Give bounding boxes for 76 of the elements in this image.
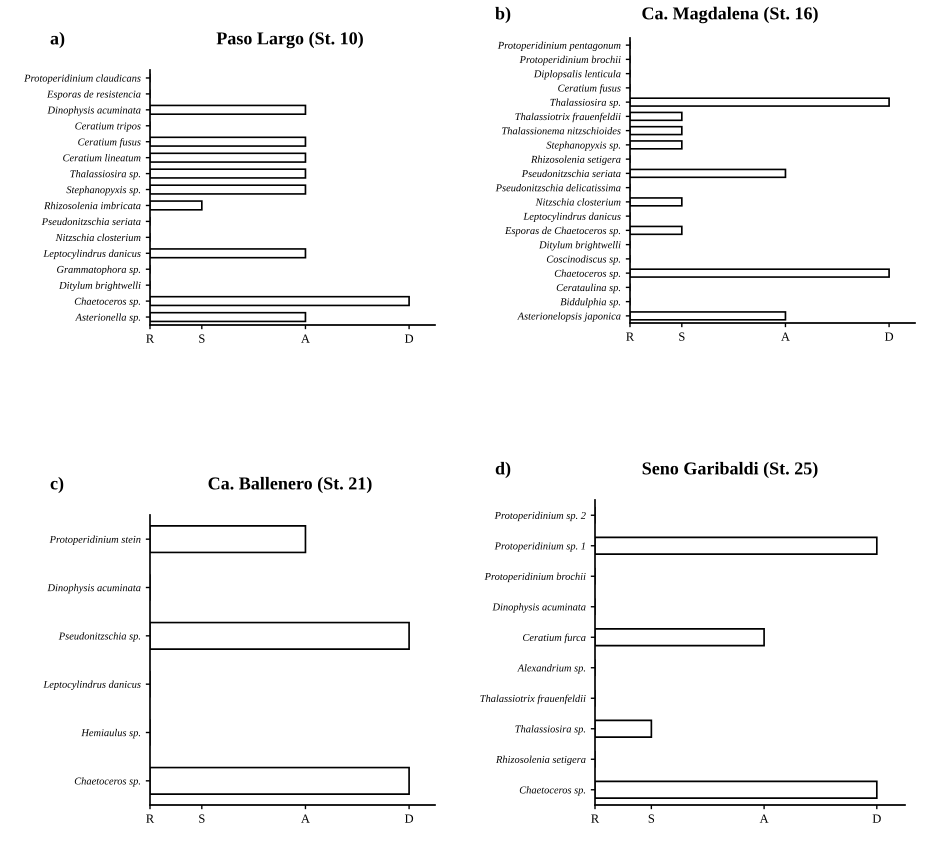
y-tick-label: Protoperidinium brochii xyxy=(484,572,586,582)
y-tick-label: Stephanopyxis sp. xyxy=(66,186,140,196)
y-tick-label: Rhizosolenia imbricata xyxy=(44,202,141,210)
annotation: S xyxy=(648,814,654,823)
y-tick-label: Ceratium furca xyxy=(522,634,586,644)
y-tick-label: Hemiaulus sp. xyxy=(81,728,140,738)
annotation: R xyxy=(591,814,600,823)
y-tick-label: Protoperidinium stein xyxy=(50,536,141,545)
y-tick-label: Protoperidinium brochii xyxy=(520,56,621,66)
text: b) xyxy=(495,6,510,24)
y-tick-label: Cerataulina sp. xyxy=(556,284,620,294)
y-tick-label: Ditylum brightwelli xyxy=(538,241,621,250)
annotation: D xyxy=(404,814,414,823)
annotation: A xyxy=(301,334,310,343)
y-tick-label: Chaetoceros sp. xyxy=(74,297,140,307)
chart-title: Paso Largo (St. 10) xyxy=(216,32,363,48)
y-tick-label: Nitzschia closterium xyxy=(536,198,621,206)
y-tick-label: Protoperidinium sp. 2 xyxy=(494,512,586,522)
y-tick-label: Ditylum brightwelli xyxy=(58,282,141,292)
y-tick-label: Protoperidinium sp. 1 xyxy=(494,542,585,552)
y-tick-label: Pseudonitzschia sp. xyxy=(58,632,140,642)
annotation: R xyxy=(626,332,634,341)
y-tick-label: Rhizosolenia setigera xyxy=(496,756,586,766)
y-tick-label: Thalassionema nitzschioides xyxy=(502,127,621,134)
y-tick-label: Biddulphia sp. xyxy=(560,298,620,308)
y-tick-label: Stephanopyxis sp. xyxy=(546,141,620,151)
chart-title: Ca. Ballenero (St. 21) xyxy=(208,476,372,494)
y-tick-label: Thalassiosira sp. xyxy=(515,725,586,735)
y-tick-label: Thalassiotrix frauenfeldii xyxy=(480,694,586,704)
y-tick-label: Chaetoceros sp. xyxy=(74,777,140,787)
y-tick-label: Grammatophora sp. xyxy=(57,266,140,276)
annotation: A xyxy=(781,332,790,341)
annotation: S xyxy=(199,334,205,343)
annotation: R xyxy=(146,814,154,823)
y-tick-label: Nitzschia closterium xyxy=(56,234,141,242)
y-tick-label: Protoperidinium pentagonum xyxy=(498,42,621,51)
y-tick-label: Coscinodiscus sp. xyxy=(546,255,620,265)
text: a) xyxy=(50,32,64,48)
y-tick-label: Leptocylindrus danicus xyxy=(43,250,141,260)
text: c) xyxy=(50,476,64,494)
y-tick-label: Thalassiotrix frauenfeldii xyxy=(515,112,621,122)
annotation: S xyxy=(679,332,685,341)
y-tick-label: Esporas de resistencia xyxy=(46,90,141,100)
y-tick-label: Ceratium lineatum xyxy=(63,154,141,162)
annotation: A xyxy=(760,814,769,823)
y-tick-label: Thalassiosira sp. xyxy=(70,170,140,180)
y-tick-label: Leptocylindrus danicus xyxy=(43,680,141,690)
y-tick-label: Dinophysis acuminata xyxy=(492,603,586,613)
y-tick-label: Diplopsalis lenticula xyxy=(534,70,621,80)
y-tick-label: Ceratium fusus xyxy=(78,138,141,148)
y-tick-label: Alexandrium sp. xyxy=(517,664,586,674)
y-tick-label: Asterionella sp. xyxy=(75,313,140,323)
chart-title: Ca. Magdalena (St. 16) xyxy=(642,6,818,24)
text: S xyxy=(199,814,205,823)
y-tick-label: Pseudonitzschia seriata xyxy=(42,218,141,226)
y-tick-label: Dinophysis acuminata xyxy=(47,106,141,116)
y-tick-label: Leptocylindrus danicus xyxy=(523,212,621,222)
annotation: D xyxy=(404,334,414,343)
y-tick-label: Chaetoceros sp. xyxy=(554,270,620,279)
y-tick-label: Dinophysis acuminata xyxy=(47,584,141,594)
annotation: D xyxy=(884,332,894,341)
y-tick-label: Rhizosolenia setigera xyxy=(530,156,621,165)
annotation: D xyxy=(872,814,881,823)
y-tick-label: Pseudonitzschia delicatissima xyxy=(496,184,621,192)
y-tick-label: Ceratium tripos xyxy=(75,122,141,132)
y-tick-label: Esporas de Chaetoceros sp. xyxy=(504,226,620,236)
y-tick-label: Chaetoceros sp. xyxy=(520,786,586,796)
y-tick-label: Protoperidinium claudicans xyxy=(24,74,141,84)
text: d) xyxy=(496,462,510,478)
y-tick-label: Ceratium fusus xyxy=(558,84,621,94)
y-tick-label: Asterionelopsis japonica xyxy=(517,312,621,322)
y-tick-label: Thalassiosira sp. xyxy=(550,98,620,108)
y-tick-label: Pseudonitzschia seriata xyxy=(522,170,621,178)
chart-title: Seno Garibaldi (St. 25) xyxy=(642,462,818,478)
annotation: R xyxy=(146,334,154,343)
annotation: A xyxy=(301,814,310,823)
